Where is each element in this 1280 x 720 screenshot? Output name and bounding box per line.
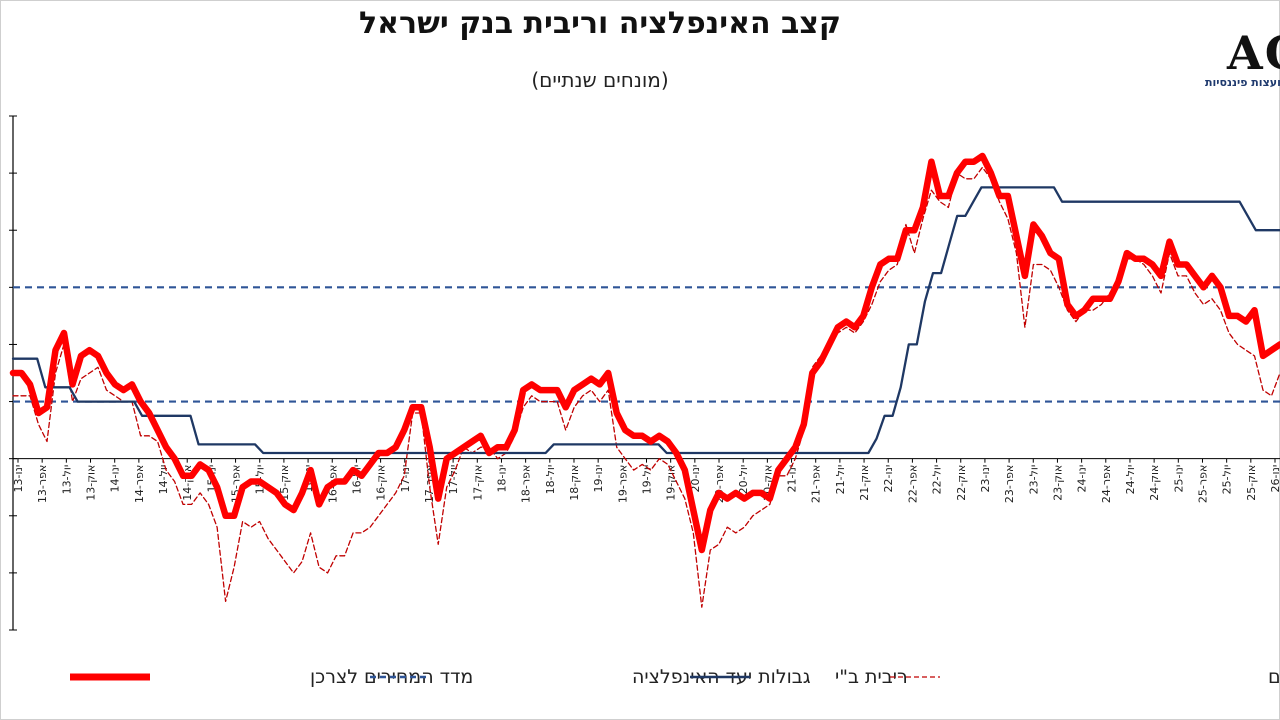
x-tick-label: אפר-24 bbox=[1100, 465, 1113, 503]
x-tick-label: אפר-19 bbox=[616, 465, 629, 503]
x-tick-label: יול-24 bbox=[1124, 465, 1137, 495]
chart-title: קצב האינפלציה וריבית בנק ישראל bbox=[359, 6, 841, 41]
company-logo: AGE השקעות ויועצות פיננסיות bbox=[1195, 26, 1280, 96]
x-tick-label: אוק-25 bbox=[1245, 465, 1258, 501]
series-line-rate bbox=[11, 186, 1280, 455]
x-tick-label: אוק-19 bbox=[665, 465, 678, 501]
x-tick-label: יול-14 bbox=[157, 465, 170, 495]
x-tick-label: יול-17 bbox=[447, 465, 460, 495]
x-tick-label: ינו-13 bbox=[12, 465, 25, 493]
x-tick-label: ינו-20 bbox=[689, 465, 702, 493]
x-tick-label: יול-20 bbox=[737, 465, 750, 495]
x-tick-label: ינו-25 bbox=[1172, 465, 1185, 493]
x-tick-label: אפר-18 bbox=[520, 465, 533, 503]
x-tick-label: יול-21 bbox=[834, 465, 847, 495]
plot-area: ינו-13 אפר-13 יול-13 אוק-13 ינו-14 אפר-14 יול-… bbox=[9, 115, 1280, 631]
legend: מדד המחירים לצרכן גבולות יעד האינפלציה ר… bbox=[70, 666, 1280, 688]
x-tick-label: ינו-22 bbox=[882, 465, 895, 493]
logo-mark: AGE bbox=[1227, 26, 1280, 80]
x-tick-label: אפר-13 bbox=[36, 465, 49, 503]
x-tick-label: אפר-23 bbox=[1003, 465, 1016, 503]
x-tick-label: ינו-17 bbox=[399, 465, 412, 493]
x-tick-label: אפר-21 bbox=[810, 465, 823, 503]
series-line-cpi-ex-housing bbox=[12, 166, 1280, 608]
x-tick-label: יול-25 bbox=[1221, 465, 1234, 495]
x-tick-label: יול-18 bbox=[544, 465, 557, 495]
x-tick-label: יול-19 bbox=[641, 465, 654, 495]
x-tick-label: ינו-14 bbox=[109, 465, 122, 493]
x-tick-label: אוק-16 bbox=[375, 465, 388, 501]
x-tick-label: יול-23 bbox=[1027, 465, 1040, 495]
x-tick-label: אוק-18 bbox=[568, 465, 581, 501]
x-tick-label: יול-13 bbox=[60, 465, 73, 495]
x-tick-label: ינו-23 bbox=[979, 465, 992, 493]
legend-label-rate: ריבית ב"י bbox=[835, 666, 908, 688]
x-tick-label: אוק-13 bbox=[85, 465, 98, 501]
series-line-cpi bbox=[9, 152, 1280, 554]
x-tick-label: אוק-21 bbox=[858, 465, 871, 501]
x-tick-label: ינו-21 bbox=[786, 465, 799, 493]
x-tick-label: ינו-18 bbox=[495, 465, 508, 493]
x-tick-label: ינו-24 bbox=[1076, 465, 1089, 493]
chart-subtitle: (מונחים שנתיים) bbox=[531, 68, 669, 92]
x-tick-label: אוק-15 bbox=[278, 465, 291, 501]
x-tick-label: אוק-17 bbox=[471, 465, 484, 501]
x-tick-label: יול-22 bbox=[931, 465, 944, 495]
x-tick-label: אפר-25 bbox=[1196, 465, 1209, 503]
x-tick-label: אפר-22 bbox=[906, 465, 919, 503]
legend-label-cpi-ex-housing: המדד ללא דיור 12 חודשים אחרונים bbox=[1268, 666, 1280, 688]
x-tick-label: אפר-14 bbox=[133, 465, 146, 503]
x-tick-label: אוק-23 bbox=[1051, 465, 1064, 501]
logo-tagline: השקעות ויועצות פיננסיות bbox=[1205, 76, 1280, 89]
x-tick-label: אוק-24 bbox=[1148, 465, 1161, 501]
x-tick-label: אוק-22 bbox=[955, 465, 968, 501]
x-tick-label: ינו-26 bbox=[1269, 465, 1280, 493]
x-tick-label: ינו-19 bbox=[592, 465, 605, 493]
